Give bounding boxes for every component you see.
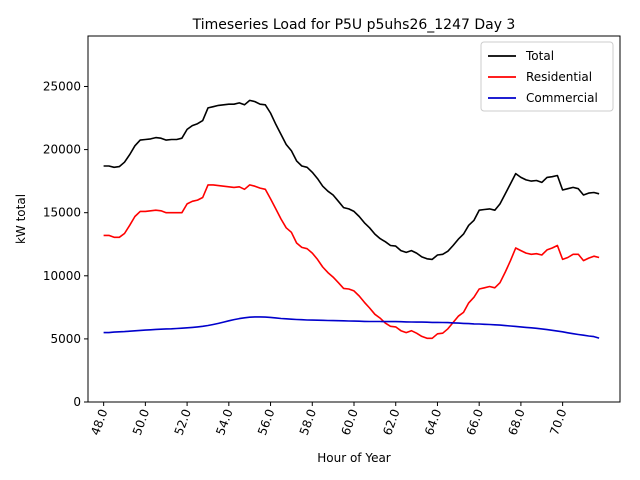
y-tick-label: 15000	[43, 206, 81, 220]
y-tick-label: 0	[73, 395, 81, 409]
legend: Total Residential Commercial	[480, 41, 614, 112]
legend-label-total: Total	[525, 49, 554, 63]
y-axis: 0 5000 10000 15000 20000 25000	[43, 79, 88, 409]
series-line-total	[103, 99, 600, 261]
series-line-residential	[103, 184, 600, 340]
legend-label-commercial: Commercial	[526, 91, 598, 105]
chart-title: Timeseries Load for P5U p5uhs26_1247 Day…	[192, 17, 516, 33]
legend-box	[480, 41, 614, 112]
y-tick-label: 25000	[43, 79, 81, 93]
y-tick-label: 5000	[50, 332, 81, 346]
series-line-commercial	[103, 316, 600, 339]
y-tick-label: 10000	[43, 269, 81, 283]
legend-label-residential: Residential	[526, 70, 592, 84]
series-group	[103, 99, 600, 340]
y-axis-label: kW total	[14, 194, 28, 244]
y-tick-label: 20000	[43, 143, 81, 157]
x-axis-label: Hour of Year	[317, 451, 391, 465]
